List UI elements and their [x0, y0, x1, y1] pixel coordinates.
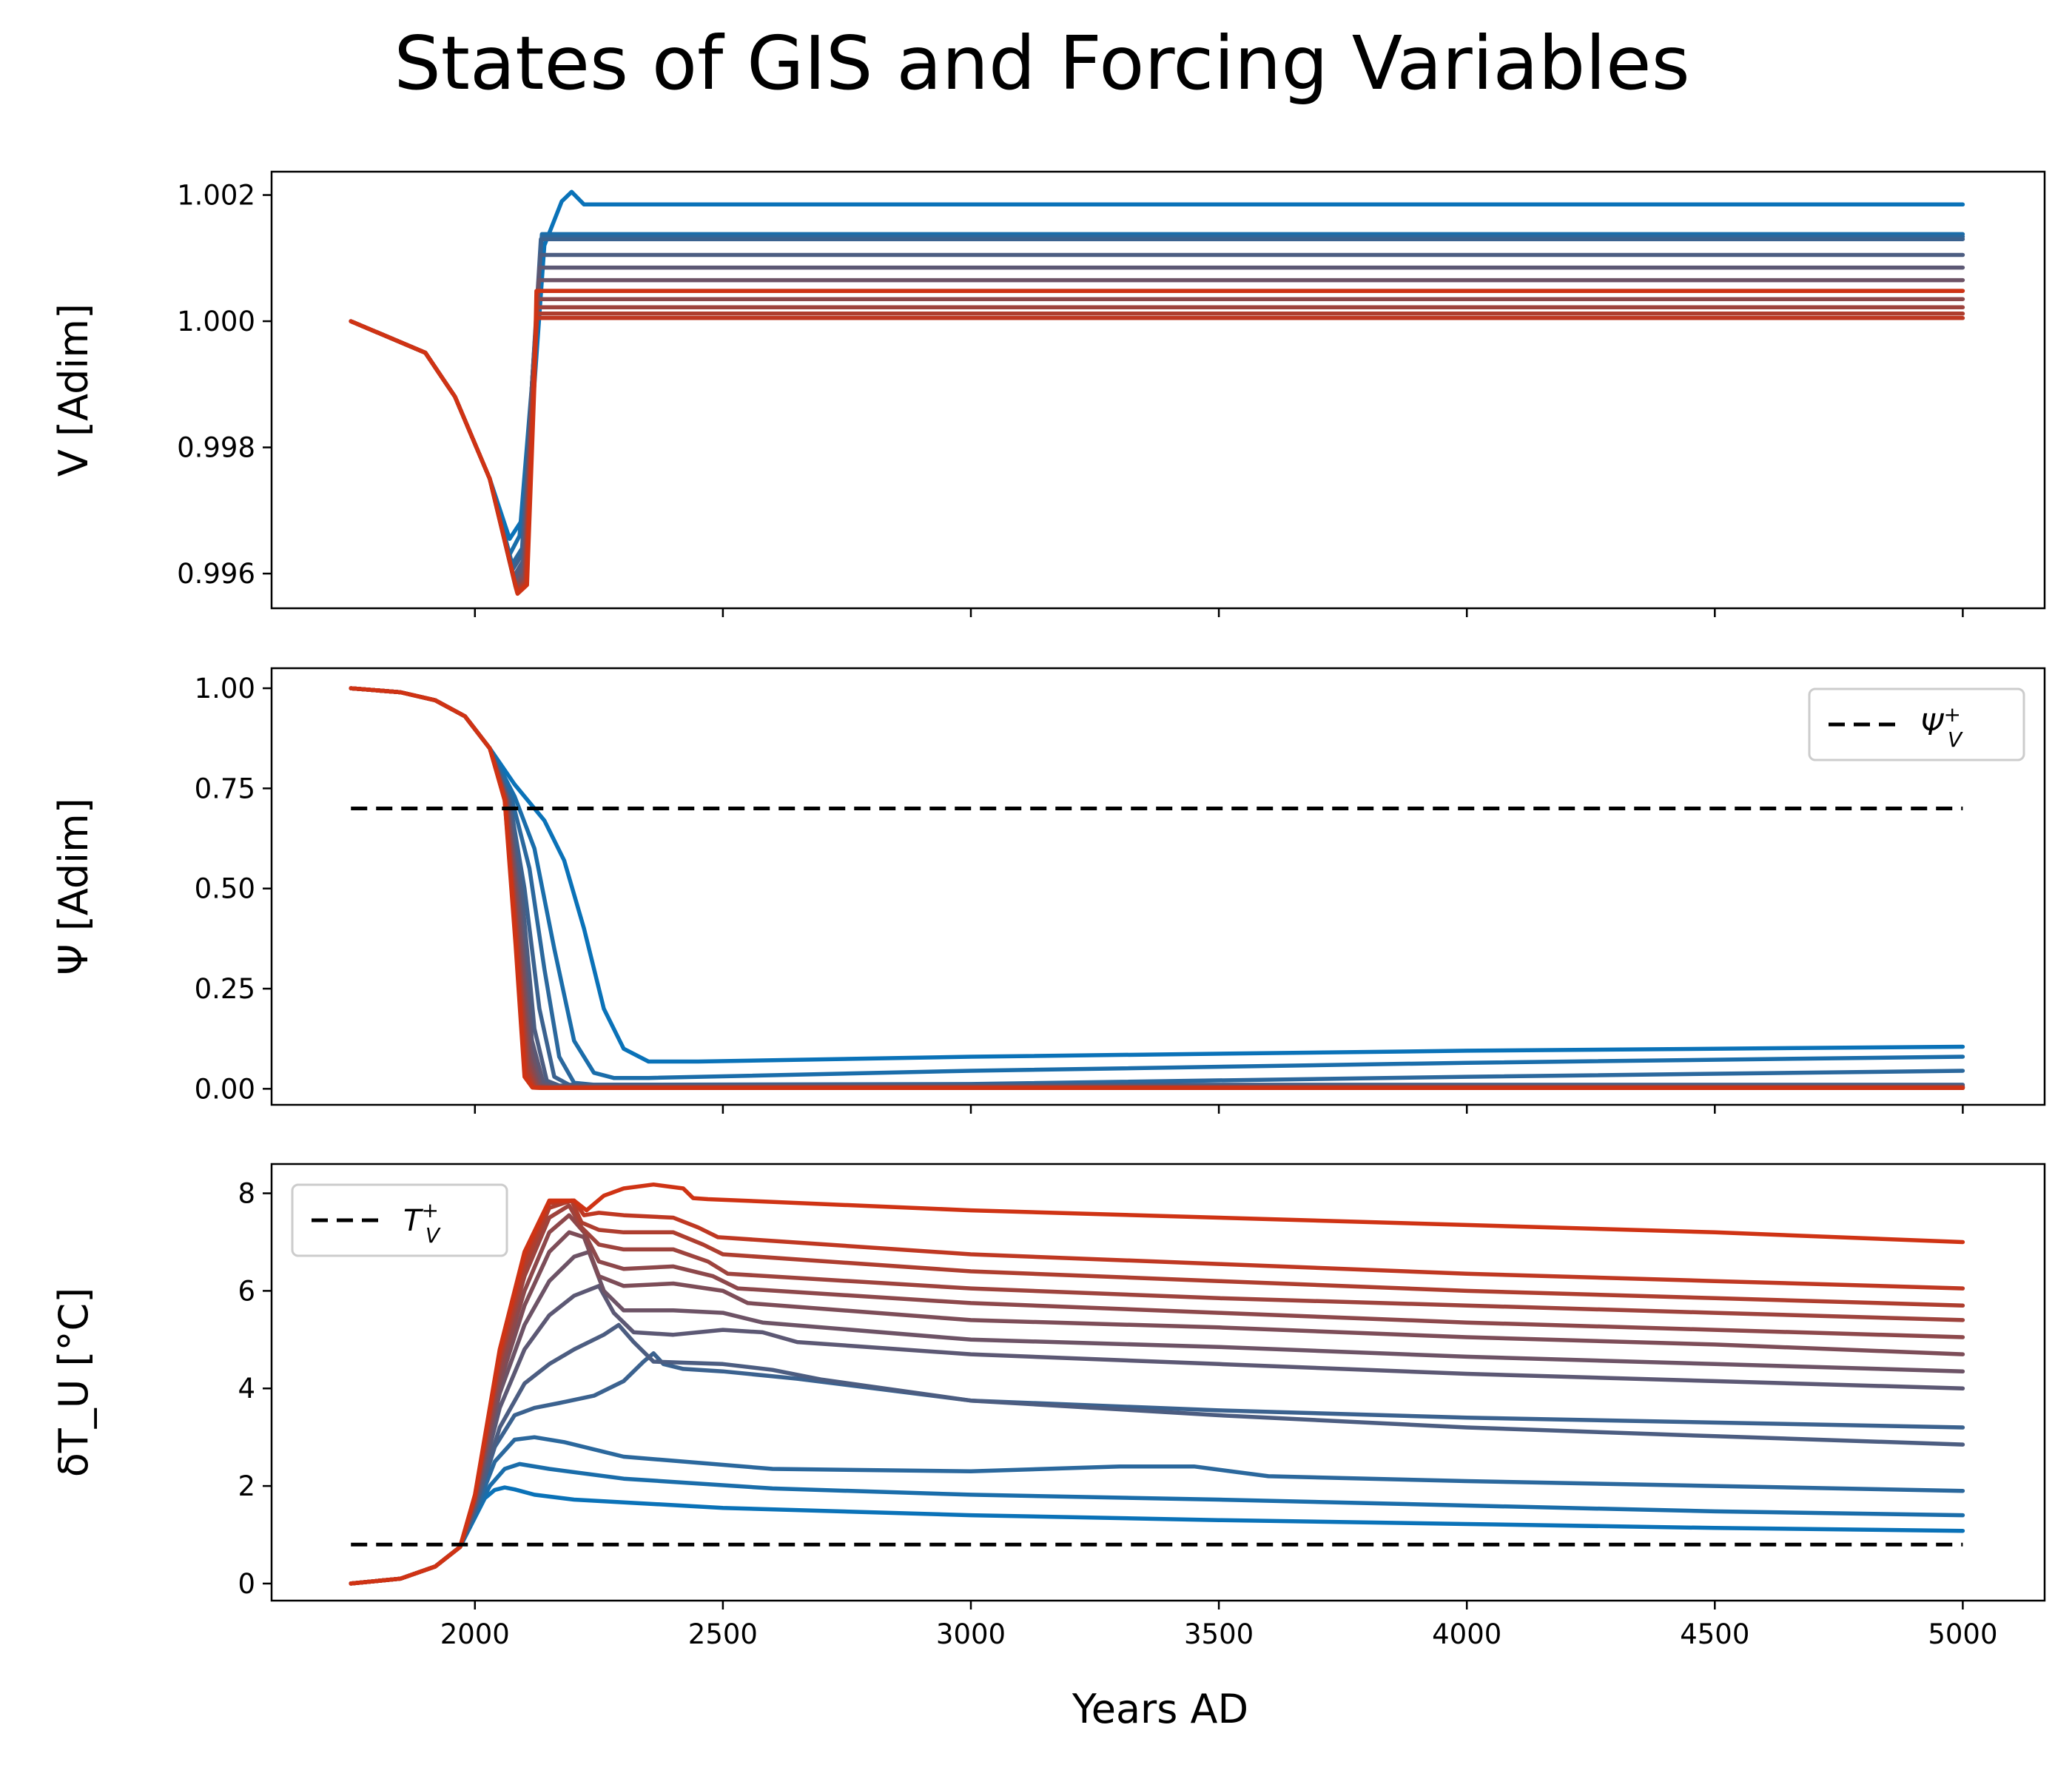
x-axis-label: Years AD	[1072, 1686, 1248, 1732]
panel-middle-series-group	[349, 686, 1965, 1091]
panel-bottom-ytick-label: 0	[238, 1568, 255, 1600]
panel-bottom: 0 2 4 6 8 2000 2500 3000 3500 4000 4500 5000 δT_U [°…	[50, 1163, 2046, 1650]
panel-bottom-xtick-label: 5000	[1928, 1618, 1997, 1650]
panel-bottom-series-line-13	[349, 1182, 1965, 1586]
panel-middle-ytick-label: 0.00	[195, 1073, 255, 1105]
panel-bottom-legend-box	[291, 1183, 508, 1257]
panel-bottom-series-group	[349, 1182, 1965, 1586]
panel-bottom-xtick-label: 2500	[688, 1618, 758, 1650]
panel-bottom-frame	[270, 1163, 2046, 1602]
panel-top-ytick-label: 1.000	[177, 306, 255, 337]
panel-bottom-ytick-label: 8	[238, 1178, 255, 1210]
panel-middle-ylabel: Ψ [Adim]	[50, 798, 97, 975]
panel-top-ytick-label: 1.002	[177, 180, 255, 212]
panel-top-series-group	[349, 189, 1965, 596]
panel-bottom-ylabel: δT_U [°C]	[50, 1288, 97, 1478]
panel-top-ylabel: V [Adim]	[50, 303, 97, 477]
panel-bottom-xtick-label: 3500	[1184, 1618, 1254, 1650]
panel-middle: 0.00 0.25 0.50 0.75 1.00 Ψ [Adim] Ψ+ V	[50, 667, 2046, 1114]
panel-middle-legend-label: Ψ+ V	[1920, 702, 1963, 752]
panel-middle-legend: Ψ+ V	[1808, 687, 2025, 761]
panel-bottom-xtick-label: 4000	[1432, 1618, 1501, 1650]
panel-bottom-xtick-label: 4500	[1680, 1618, 1749, 1650]
panel-middle-series-line-13	[349, 686, 1965, 1091]
panel-middle-legend-box	[1808, 687, 2025, 761]
panel-top-ytick-label: 0.998	[177, 432, 255, 464]
panel-bottom-ytick-label: 4	[238, 1373, 255, 1405]
panel-bottom-xtick-label: 2000	[440, 1618, 510, 1650]
panel-top-ytick-label: 0.996	[177, 558, 255, 590]
panel-middle-ytick-label: 0.25	[195, 973, 255, 1005]
panel-middle-ytick-label: 0.75	[195, 773, 255, 804]
panel-top: 0.996 0.998 1.000 1.002 V [Adim]	[50, 170, 2046, 617]
figure-title: States of GIS and Forcing Variables	[394, 20, 1689, 107]
panel-top-frame	[270, 170, 2046, 610]
panel-bottom-legend-label: T+ V	[403, 1198, 441, 1248]
panel-bottom-ytick-label: 2	[238, 1470, 255, 1502]
panel-bottom-ytick-label: 6	[238, 1275, 255, 1307]
panel-bottom-xtick-label: 3000	[936, 1618, 1006, 1650]
panel-middle-ytick-label: 0.50	[195, 873, 255, 905]
panel-middle-ytick-label: 1.00	[195, 673, 255, 704]
panel-top-series-line-13	[349, 289, 1965, 596]
panel-bottom-legend: T+ V	[291, 1183, 508, 1257]
panel-middle-frame	[270, 667, 2046, 1106]
